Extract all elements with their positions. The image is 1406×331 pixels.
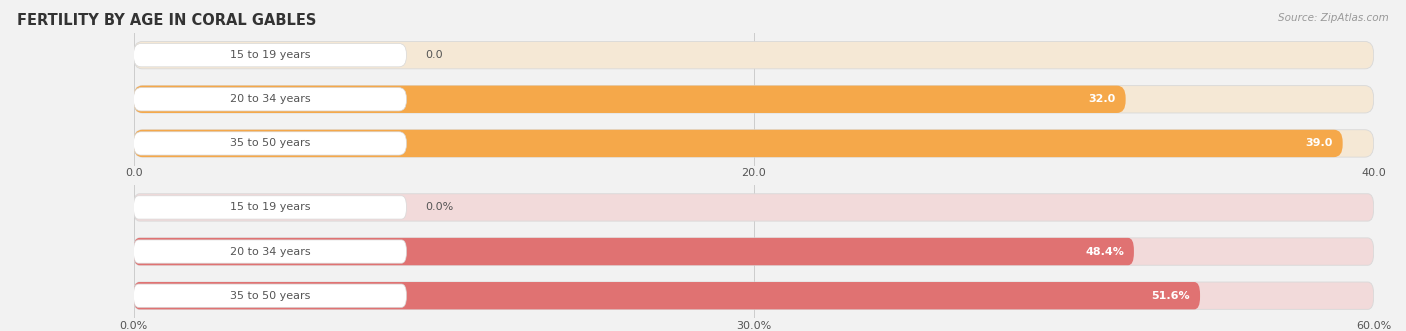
FancyBboxPatch shape [134,284,406,307]
Text: 20 to 34 years: 20 to 34 years [229,247,311,257]
Text: 20 to 34 years: 20 to 34 years [229,94,311,104]
FancyBboxPatch shape [134,86,1126,113]
Text: 32.0: 32.0 [1088,94,1116,104]
FancyBboxPatch shape [134,132,406,155]
Text: 0.0%: 0.0% [425,203,453,213]
FancyBboxPatch shape [134,238,1374,265]
Text: 51.6%: 51.6% [1152,291,1189,301]
FancyBboxPatch shape [134,130,1374,157]
FancyBboxPatch shape [134,238,1133,265]
FancyBboxPatch shape [134,44,406,67]
Text: 0.0: 0.0 [425,50,443,60]
Text: 48.4%: 48.4% [1085,247,1123,257]
FancyBboxPatch shape [134,240,406,263]
FancyBboxPatch shape [134,196,406,219]
Text: 35 to 50 years: 35 to 50 years [229,291,311,301]
Text: Source: ZipAtlas.com: Source: ZipAtlas.com [1278,13,1389,23]
Text: 15 to 19 years: 15 to 19 years [229,50,311,60]
FancyBboxPatch shape [134,88,406,111]
Text: 39.0: 39.0 [1305,138,1333,148]
FancyBboxPatch shape [134,194,1374,221]
FancyBboxPatch shape [134,86,1374,113]
Text: FERTILITY BY AGE IN CORAL GABLES: FERTILITY BY AGE IN CORAL GABLES [17,13,316,28]
FancyBboxPatch shape [134,130,1343,157]
Text: 15 to 19 years: 15 to 19 years [229,203,311,213]
FancyBboxPatch shape [134,282,1374,309]
FancyBboxPatch shape [134,41,1374,69]
Text: 35 to 50 years: 35 to 50 years [229,138,311,148]
FancyBboxPatch shape [134,282,1201,309]
